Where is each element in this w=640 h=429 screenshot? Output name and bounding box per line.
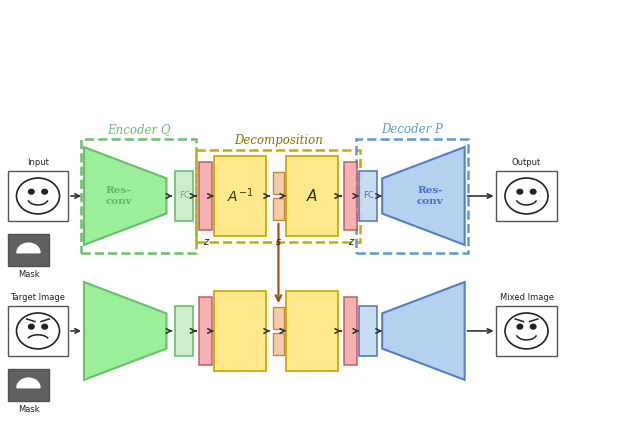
Bar [81,139,196,253]
Text: Res-
conv: Res- conv [417,186,444,205]
Bar [497,306,557,356]
Bar [175,171,193,221]
Text: s: s [276,237,281,247]
Bar [359,171,377,221]
Wedge shape [17,243,40,253]
Bar [497,171,557,221]
Bar [214,291,266,371]
Text: $A$: $A$ [307,188,319,204]
Text: Input: Input [27,158,49,167]
Circle shape [42,189,47,194]
Polygon shape [84,147,166,245]
Bar [344,162,356,230]
Bar [344,296,356,366]
Circle shape [29,324,34,329]
Polygon shape [84,282,166,380]
Bar [175,306,193,356]
Polygon shape [382,282,465,380]
Text: FC: FC [363,191,374,200]
Circle shape [531,324,536,329]
Bar [196,150,360,242]
Bar [8,171,68,221]
Bar [214,156,266,236]
Text: Encoder Q: Encoder Q [107,123,170,136]
Text: Res-
conv: Res- conv [106,186,132,205]
Wedge shape [17,378,40,388]
Text: Decoder P: Decoder P [381,123,443,136]
Text: Mixed Image: Mixed Image [499,293,554,302]
Text: z: z [348,237,353,247]
Circle shape [42,324,47,329]
Bar [273,307,284,329]
Text: Output: Output [512,158,541,167]
Text: FC: FC [179,191,189,200]
Text: $A^{-1}$: $A^{-1}$ [227,187,253,205]
Bar [359,306,377,356]
Bar [8,306,68,356]
Text: Target Image: Target Image [10,293,65,302]
Bar [8,234,49,266]
Bar [286,156,339,236]
Polygon shape [382,147,465,245]
Text: Mask: Mask [18,405,39,414]
Bar [200,162,212,230]
Circle shape [29,189,34,194]
Circle shape [531,189,536,194]
Bar [286,291,339,371]
Text: Decomposition: Decomposition [234,134,323,147]
Bar [200,296,212,366]
Bar [273,332,284,355]
Text: z: z [204,237,209,247]
Circle shape [517,189,523,194]
Bar [8,369,49,401]
Bar [273,172,284,194]
Text: Mask: Mask [18,270,39,279]
Bar [273,198,284,220]
Bar [356,139,468,253]
Circle shape [517,324,523,329]
